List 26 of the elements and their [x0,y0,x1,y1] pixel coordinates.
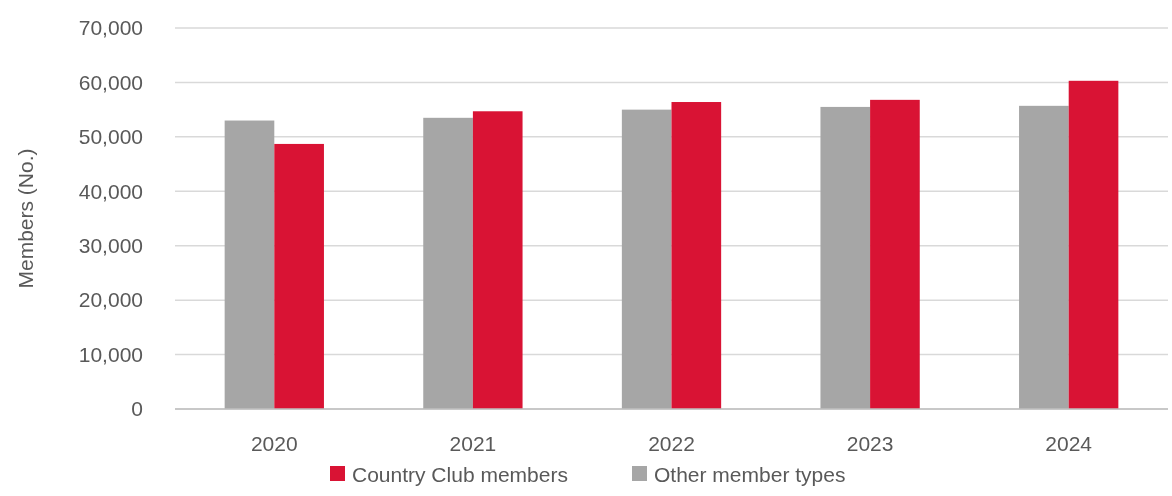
x-tick-label: 2023 [846,432,894,455]
y-tick-label: 30,000 [78,234,143,258]
y-tick-label: 60,000 [78,70,143,94]
bar [621,109,672,409]
bar [472,111,523,409]
x-tick-label: 2021 [449,432,497,455]
y-tick-label: 50,000 [78,125,143,149]
bar [274,143,324,409]
bar [1068,80,1119,409]
bar [671,102,722,409]
y-tick-label: 40,000 [78,179,143,203]
y-tick-label: 10,000 [78,342,143,366]
bar [1019,105,1069,409]
legend-label: Other member types [654,463,846,486]
y-tick-label: 20,000 [78,288,143,312]
bar [820,106,871,409]
x-tick-label: 2024 [1045,432,1093,455]
bar [870,99,920,409]
bar [224,120,275,409]
bar [423,117,473,409]
y-tick-label: 70,000 [78,16,143,40]
y-tick-label: 0 [131,397,143,421]
y-axis-title: Members (No.) [14,148,37,289]
legend-label: Country Club members [352,463,568,486]
x-tick-label: 2020 [250,432,298,455]
x-tick-label: 2022 [648,432,695,455]
